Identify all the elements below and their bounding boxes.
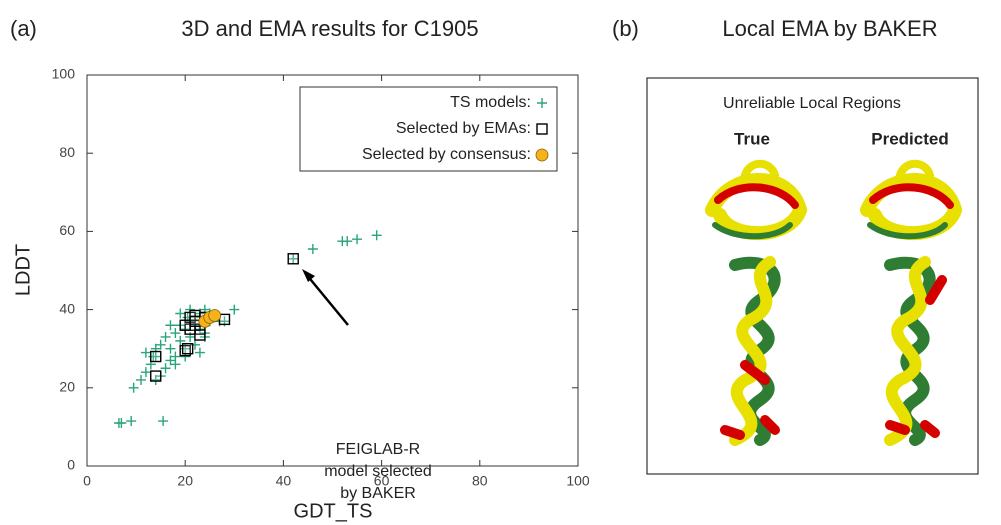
image-subtitle: Unreliable Local Regions: [723, 95, 901, 112]
panel-title: Local EMA by BAKER: [722, 16, 937, 41]
legend-marker: [537, 98, 547, 108]
point: [208, 309, 222, 322]
point: [287, 253, 299, 265]
point: [136, 374, 147, 385]
annotation-arrow: [305, 273, 349, 326]
y-axis-label: LDDT: [12, 244, 34, 296]
point: [150, 351, 161, 362]
point: [158, 416, 169, 427]
legend-marker: [536, 123, 548, 135]
point: [190, 339, 201, 350]
y-tick-label: 100: [52, 66, 76, 82]
point: [128, 382, 139, 393]
image-label: True: [734, 129, 770, 148]
point: [140, 367, 151, 378]
legend-label: Selected by consensus:: [362, 146, 531, 163]
image-label: Predicted: [871, 129, 948, 148]
point: [307, 243, 318, 254]
x-tick-label: 0: [83, 473, 91, 489]
y-tick-label: 0: [67, 457, 75, 473]
point: [165, 320, 176, 331]
point: [150, 350, 162, 363]
point: [165, 343, 176, 354]
point: [175, 308, 186, 319]
y-tick-label: 60: [59, 222, 75, 238]
point: [179, 319, 191, 331]
annotation-text: FEIGLAB-R: [336, 441, 420, 458]
point: [229, 304, 240, 315]
y-tick-label: 40: [59, 300, 75, 316]
x-tick-label: 60: [374, 473, 390, 489]
point: [194, 347, 205, 358]
legend-label: Selected by EMAs:: [396, 120, 531, 137]
legend-marker: [535, 148, 549, 162]
point: [175, 335, 186, 346]
point: [181, 343, 194, 355]
point: [371, 230, 382, 241]
x-tick-label: 40: [276, 473, 292, 489]
point: [160, 363, 171, 374]
panel-label: (a): [10, 16, 37, 41]
legend-label: TS models:: [450, 94, 531, 111]
annotation-text: by BAKER: [340, 485, 416, 502]
annotation-arrowhead: [302, 269, 315, 282]
point: [155, 339, 166, 350]
point: [352, 234, 363, 245]
point: [150, 374, 161, 385]
point: [126, 416, 137, 427]
point: [288, 253, 299, 264]
protein-true: [705, 159, 808, 446]
panel-label: (b): [612, 16, 639, 41]
point: [194, 329, 206, 341]
x-tick-label: 20: [177, 473, 193, 489]
point: [170, 359, 181, 370]
point: [160, 331, 171, 342]
point: [170, 328, 181, 339]
annotation-text: model selected: [324, 463, 432, 480]
point: [150, 370, 162, 382]
point: [342, 236, 353, 247]
point: [140, 347, 151, 358]
protein-predicted: [860, 159, 963, 446]
y-tick-label: 80: [59, 144, 75, 160]
x-tick-label: 80: [472, 473, 488, 489]
x-axis-label: GDT_TS: [294, 500, 373, 522]
point: [116, 417, 127, 428]
point: [179, 344, 191, 357]
plot-frame: [86, 74, 579, 467]
chart-title: 3D and EMA results for C1905: [181, 16, 478, 41]
y-tick-label: 20: [59, 379, 75, 395]
legend-box: [299, 86, 558, 172]
x-tick-label: 100: [566, 473, 590, 489]
